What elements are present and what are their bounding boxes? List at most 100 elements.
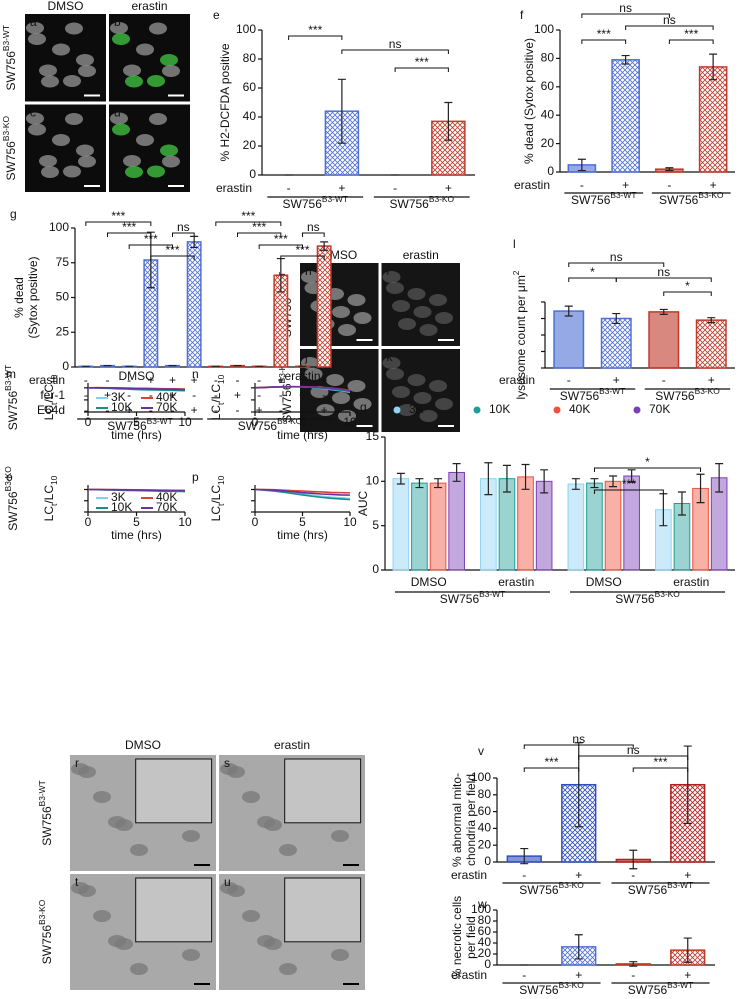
error-bar [574, 934, 583, 960]
cell [407, 374, 426, 386]
inset [135, 758, 213, 824]
cell [392, 300, 410, 312]
error-bar [709, 53, 718, 81]
group-label-part: B3-WT [599, 386, 625, 396]
legend-label: 3K [111, 390, 126, 404]
row-symbol: + [710, 178, 717, 192]
row-symbol: + [299, 373, 306, 387]
row-symbol: - [214, 388, 218, 402]
row-symbol: - [236, 373, 240, 387]
bar [567, 483, 585, 571]
row-symbol: + [613, 373, 620, 387]
cell [162, 65, 180, 77]
y-tick-label: 0 [484, 854, 491, 868]
bar [600, 317, 632, 369]
cell [52, 43, 70, 56]
significance-bracket [107, 232, 152, 237]
cell [227, 885, 245, 897]
y-axis-label: chondria per field [464, 774, 478, 866]
cell [63, 165, 81, 178]
x-tick-label: erastin [498, 575, 534, 589]
y-axis-label-part: LC [209, 506, 223, 522]
row-label: erastin [514, 178, 550, 192]
y-axis-label: (Sytox positive) [26, 256, 40, 338]
legend-label: 3K [409, 402, 424, 416]
row-symbol: - [301, 403, 305, 417]
bar [411, 482, 428, 571]
cell [301, 271, 319, 283]
series-line [88, 488, 186, 492]
significance-label: *** [295, 243, 309, 257]
group-label-part: SW756 [571, 193, 611, 207]
y-axis-label-part: t [49, 503, 59, 506]
row-symbol: - [127, 373, 131, 387]
panel-letter: s [224, 756, 230, 770]
cell [130, 844, 148, 856]
panel-letter: w [477, 897, 487, 911]
error-bar [521, 463, 530, 490]
bar [392, 478, 410, 571]
row-label: erastin [216, 181, 252, 195]
y-axis-label-part: /LC [209, 485, 223, 504]
cell [41, 75, 59, 88]
cell [65, 22, 83, 35]
significance-bracket [578, 755, 689, 760]
group-label-part: SW756 [519, 983, 559, 997]
significance-label: ns [627, 743, 640, 757]
significance-bracket [288, 35, 343, 40]
cell [76, 54, 94, 66]
row-symbol: + [575, 968, 582, 982]
x-tick-label: 5 [133, 515, 140, 529]
row-symbol: - [149, 388, 153, 402]
bar [695, 319, 727, 369]
x-axis-label: time (hrs) [111, 528, 162, 542]
significance-bracket [581, 13, 670, 18]
cell [419, 410, 438, 422]
significance-label: ns [307, 220, 320, 234]
cell [136, 43, 154, 56]
row-label-part: SW756 [40, 806, 54, 846]
significance-label: *** [144, 232, 158, 246]
significance-bracket [172, 232, 195, 237]
cell [115, 938, 133, 950]
group-label: SW756B3-KO [655, 386, 720, 403]
series-line [254, 386, 351, 392]
cell [429, 294, 447, 306]
cell [338, 324, 356, 336]
cell [26, 22, 44, 34]
row-label-part: B3-KO [3, 466, 13, 492]
row-label: erastin [29, 373, 65, 387]
legend-label: 40K [156, 490, 177, 504]
y-axis-label-part: LC [42, 506, 56, 522]
significance-bracket [128, 244, 173, 249]
y-tick-label: 20 [541, 136, 555, 150]
group-label-part: SW756 [440, 592, 480, 606]
significance-label: ns [572, 732, 585, 746]
y-axis-label-part: t [216, 503, 226, 506]
legend-label: 10K [111, 400, 132, 414]
group-label: SW756B3-WT [560, 386, 625, 403]
x-tick-label: 10 [343, 515, 357, 529]
significance-label: * [685, 279, 690, 293]
y-axis-label-part: 10 [49, 475, 59, 485]
row-symbol: - [127, 388, 131, 402]
y-tick-label: 0 [547, 164, 554, 178]
group-label: SW756B3-KO [615, 589, 680, 606]
cell [407, 288, 426, 300]
row-symbol: - [84, 388, 88, 402]
y-tick-label: 40 [478, 821, 492, 835]
row-symbol: - [667, 178, 671, 192]
row-label: erastin [499, 373, 535, 387]
y-tick-label: 15 [366, 429, 380, 443]
cell [386, 282, 404, 294]
significance-label: *** [241, 209, 255, 223]
y-axis-label: % H2-DCFDA positive [218, 43, 232, 161]
significance-bracket [341, 49, 449, 54]
row-symbol: - [631, 868, 635, 882]
cell [182, 830, 200, 842]
row-label: SW756B3-KO [3, 466, 20, 531]
error-bar [629, 961, 638, 967]
panel-letter: j [304, 350, 308, 364]
